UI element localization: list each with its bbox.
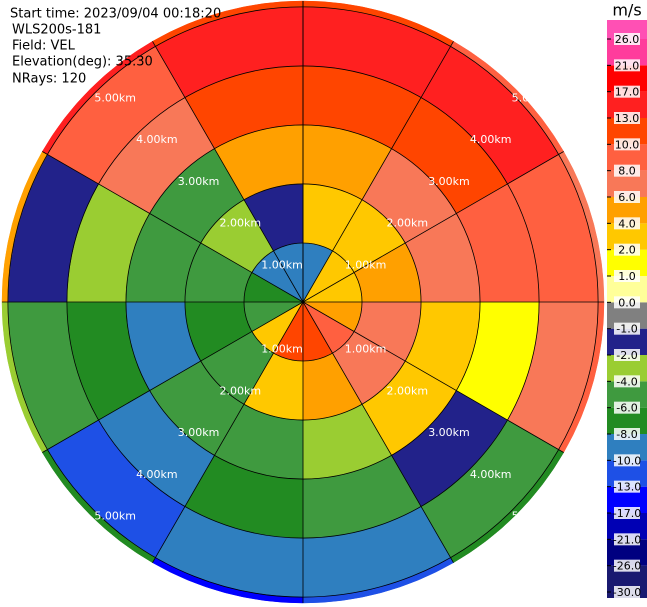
- range-ring: [125, 124, 481, 480]
- colorbar-tick-label: -17.0: [613, 507, 641, 520]
- range-label: 3.00km: [178, 426, 220, 439]
- colorbar-label-bg: [614, 454, 640, 467]
- colorbar-label-bg: [614, 191, 640, 203]
- colorbar-label-bg: [614, 401, 640, 414]
- colorbar-tick-label: -30.0: [613, 586, 641, 599]
- azimuth-spoke: [152, 301, 304, 563]
- range-label: 1.00km: [345, 258, 387, 271]
- header-line: WLS200s-181: [12, 23, 101, 38]
- colorbar-label-bg: [614, 85, 640, 98]
- colorbar-label-bg: [614, 138, 640, 151]
- colorbar-tick-label: 0.0: [618, 296, 636, 309]
- colorbar-tick-label: 13.0: [615, 112, 640, 125]
- colorbar-tick-label: -8.0: [616, 428, 637, 441]
- range-label: 4.00km: [136, 468, 178, 481]
- colorbar-label-bg: [614, 559, 640, 572]
- colorbar-label-bg: [614, 349, 640, 361]
- range-ring: [243, 242, 363, 362]
- azimuth-spoke: [302, 301, 454, 563]
- range-label: 1.00km: [261, 258, 303, 271]
- colorbar-label-bg: [614, 428, 640, 440]
- range-label: 5.00km: [94, 510, 136, 523]
- range-label: 4.00km: [136, 133, 178, 146]
- colorbar-label-bg: [614, 296, 640, 309]
- header-line: NRays: 120: [12, 72, 86, 87]
- colorbar-label-bg: [614, 112, 640, 124]
- colorbar-tick-label: -26.0: [613, 560, 641, 573]
- colorbar-tick-label: 21.0: [615, 59, 640, 72]
- colorbar-tick-label: -10.0: [613, 454, 641, 467]
- colorbar-tick-label: -1.0: [616, 323, 637, 336]
- colorbar-tick-label: -21.0: [613, 533, 641, 546]
- colorbar-tick-label: 8.0: [618, 165, 636, 178]
- header-line: Elevation(deg): 35.30: [12, 55, 153, 70]
- colorbar-tick-label: 6.0: [618, 191, 636, 204]
- range-label: 4.00km: [470, 133, 512, 146]
- colorbar-tick-label: 26.0: [615, 33, 640, 46]
- range-label: 1.00km: [345, 343, 387, 356]
- azimuth-spoke: [42, 301, 304, 453]
- colorbar-label: m/s: [612, 1, 641, 20]
- range-label: 1.00km: [261, 343, 303, 356]
- colorbar-label-bg: [614, 270, 640, 282]
- colorbar-tick-label: -13.0: [613, 481, 641, 494]
- range-label: 3.00km: [428, 426, 470, 439]
- azimuth-spoke: [302, 151, 564, 303]
- colorbar-label-bg: [614, 533, 640, 546]
- azimuth-spoke: [302, 41, 454, 303]
- colorbar-label-bg: [614, 375, 640, 388]
- colorbar-tick-label: -2.0: [616, 349, 637, 362]
- range-label: 2.00km: [386, 384, 428, 397]
- colorbar-tick-label: -6.0: [616, 402, 637, 415]
- range-label: 5.00km: [512, 510, 554, 523]
- range-ring: [66, 65, 540, 539]
- range-label: 2.00km: [220, 384, 262, 397]
- range-label: 3.00km: [178, 175, 220, 188]
- colorbar-label-bg: [614, 164, 640, 177]
- header-line: Field: VEL: [12, 39, 76, 54]
- colorbar-label-bg: [614, 243, 640, 256]
- range-label: 5.00km: [94, 91, 136, 104]
- range-label: 2.00km: [386, 217, 428, 230]
- range-label: 3.00km: [428, 175, 470, 188]
- azimuth-spoke: [42, 151, 304, 303]
- azimuth-spoke: [152, 41, 304, 303]
- colorbar-tick-label: -4.0: [616, 375, 637, 388]
- colorbar-label-bg: [614, 33, 640, 45]
- colorbar-label-bg: [614, 480, 640, 493]
- range-ring: [7, 6, 599, 598]
- colorbar-label-bg: [614, 507, 640, 519]
- colorbar-label-bg: [614, 586, 640, 598]
- colorbar-tick-label: 1.0: [618, 270, 636, 283]
- colorbar-label-bg: [614, 217, 640, 230]
- range-label: 4.00km: [470, 468, 512, 481]
- range-ring: [184, 183, 422, 421]
- colorbar-label-bg: [614, 322, 640, 335]
- colorbar-tick-label: 2.0: [618, 244, 636, 257]
- header-line: Start time: 2023/09/04 00:18:20: [10, 7, 221, 22]
- colorbar-tick-label: 17.0: [615, 86, 640, 99]
- colorbar-tick-label: 10.0: [615, 138, 640, 151]
- range-label: 5.00km: [512, 91, 554, 104]
- colorbar-tick-label: 4.0: [618, 217, 636, 230]
- azimuth-spoke: [302, 301, 564, 453]
- range-label: 2.00km: [220, 217, 262, 230]
- colorbar-label-bg: [614, 59, 640, 72]
